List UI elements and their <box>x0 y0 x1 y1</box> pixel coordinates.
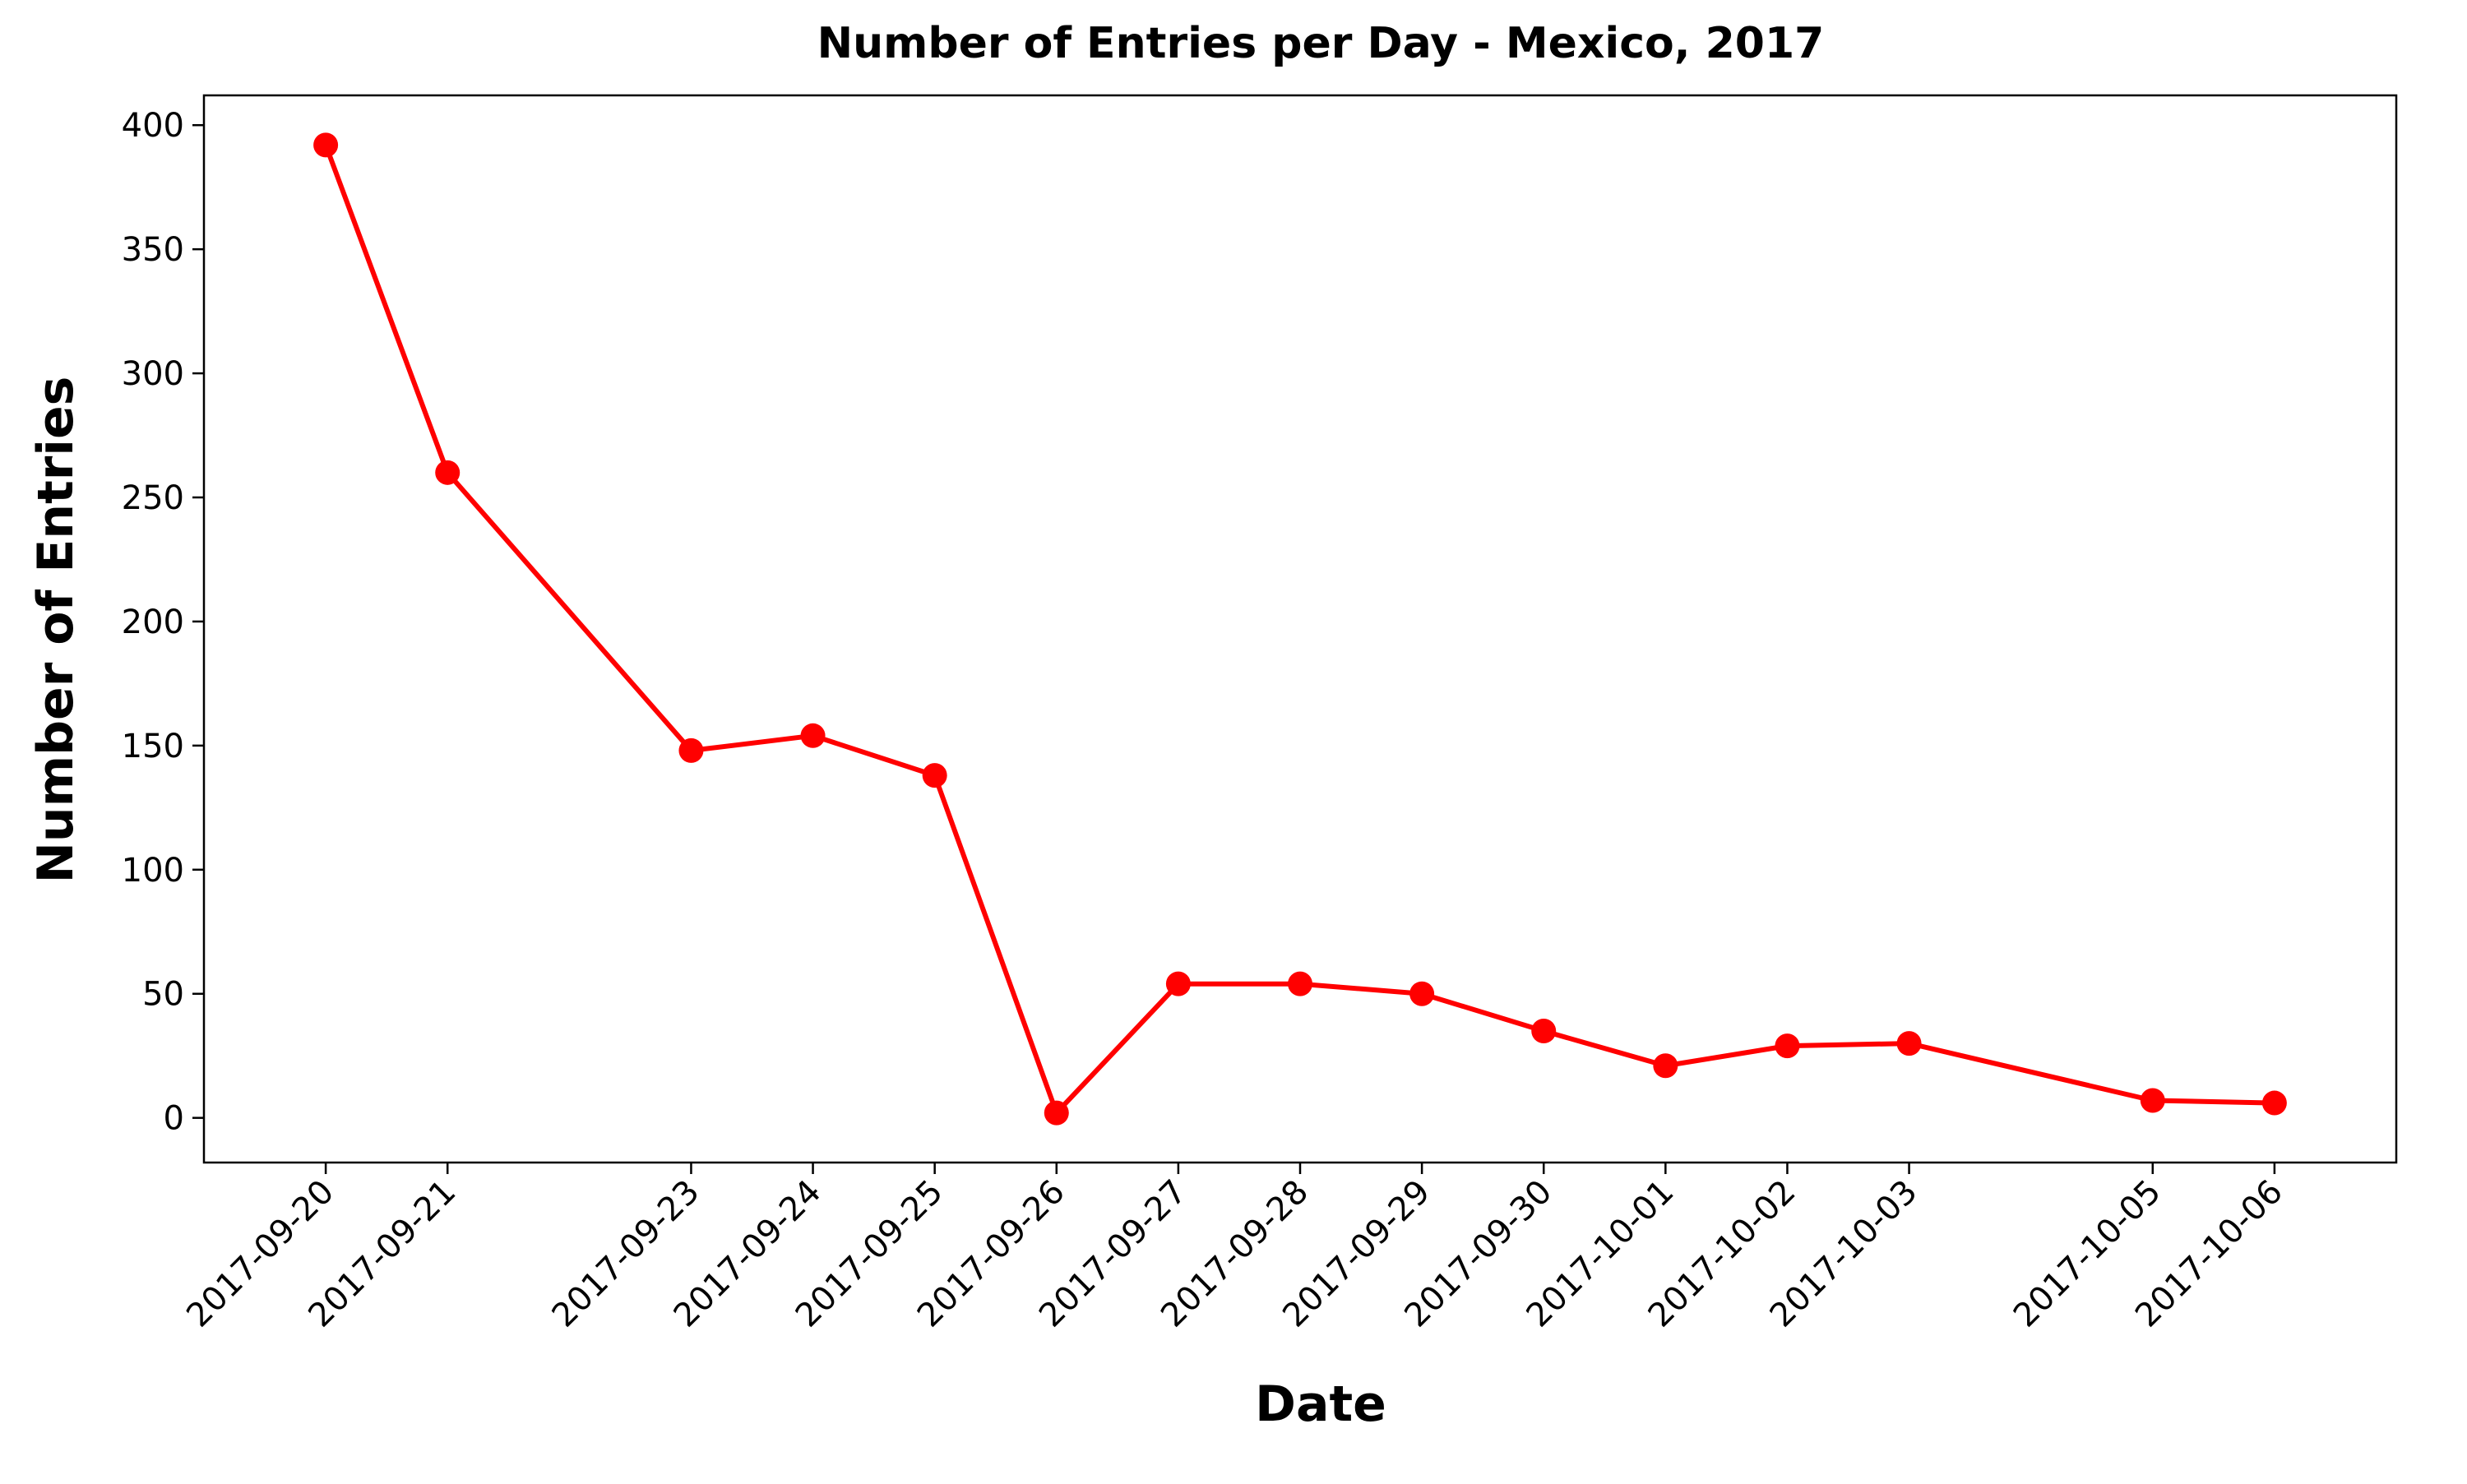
data-point <box>435 460 461 485</box>
y-tick-label: 100 <box>122 852 184 890</box>
data-point <box>1165 971 1191 996</box>
data-point <box>1409 981 1435 1006</box>
x-axis-label: Date <box>1255 1375 1386 1433</box>
y-tick-label: 400 <box>122 107 184 145</box>
data-point <box>1775 1033 1800 1059</box>
series-line <box>323 144 2275 1116</box>
data-point <box>313 132 339 158</box>
data-point <box>1288 971 1312 996</box>
data-point <box>1531 1019 1557 1044</box>
y-tick-label: 50 <box>142 976 184 1014</box>
y-axis-label: Number of Entries <box>27 377 85 884</box>
data-point <box>1896 1031 1922 1056</box>
y-tick-label: 350 <box>122 231 184 269</box>
data-point <box>1044 1100 1069 1126</box>
data-point <box>2140 1088 2165 1113</box>
y-tick-label: 300 <box>122 355 184 393</box>
y-axis: 0 50 100 150 200 250 300 350 400 <box>122 107 204 1138</box>
y-tick-label: 0 <box>164 1100 184 1138</box>
data-point <box>678 737 704 763</box>
y-tick-label: 200 <box>122 603 184 641</box>
y-tick-label: 150 <box>122 728 184 765</box>
data-point <box>922 763 947 788</box>
chart-title: Number of Entries per Day - Mexico, 2017 <box>817 19 1825 68</box>
y-tick-label: 250 <box>122 479 184 517</box>
plot-frame <box>202 94 2398 1164</box>
series-layer <box>313 132 2287 1126</box>
data-point <box>2261 1090 2287 1116</box>
data-point <box>1653 1053 1678 1079</box>
data-point <box>800 723 826 748</box>
